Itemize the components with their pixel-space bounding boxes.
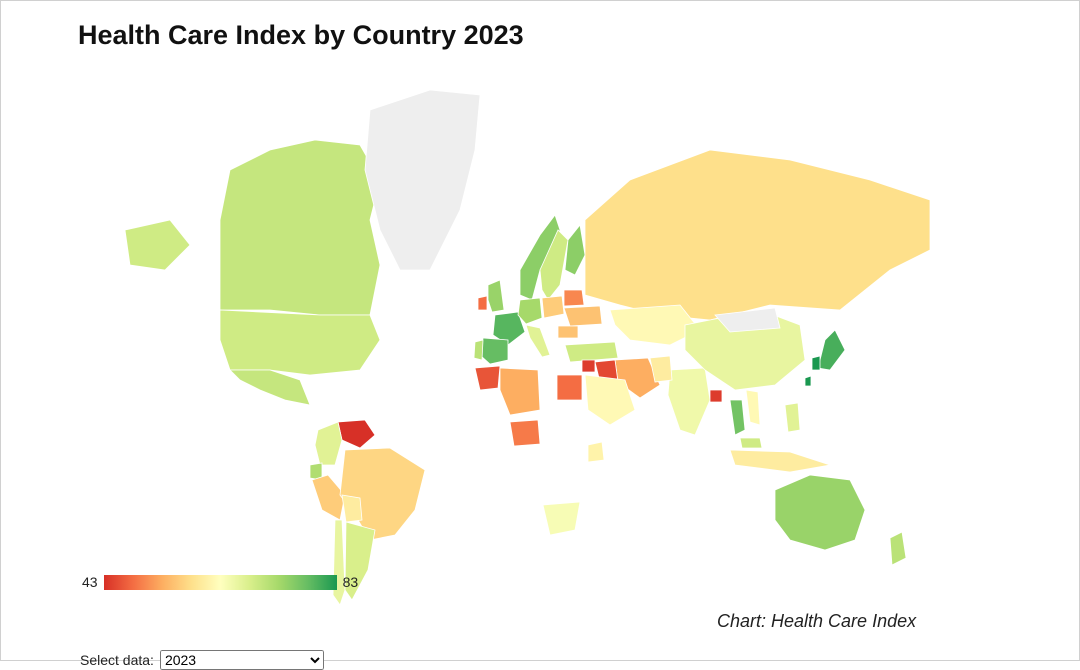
country-greenland[interactable] xyxy=(364,89,481,271)
country-vietnam[interactable] xyxy=(745,389,761,426)
country-saudi-arabia[interactable] xyxy=(584,374,636,426)
legend-min-label: 43 xyxy=(82,574,98,590)
country-italy[interactable] xyxy=(525,324,551,358)
country-united-states[interactable] xyxy=(124,219,381,376)
color-legend: 43 83 xyxy=(82,574,358,590)
country-portugal[interactable] xyxy=(473,339,484,361)
country-colombia[interactable] xyxy=(314,421,343,466)
country-india[interactable] xyxy=(667,367,711,436)
world-map xyxy=(124,89,931,606)
chart-credit: Chart: Health Care Index xyxy=(717,611,917,631)
country-kenya[interactable] xyxy=(587,441,605,463)
country-morocco[interactable] xyxy=(474,365,501,391)
country-syria[interactable] xyxy=(581,359,596,373)
country-russia[interactable] xyxy=(584,149,931,321)
country-romania[interactable] xyxy=(557,325,579,339)
year-select[interactable]: 2023 xyxy=(159,650,324,670)
country-canada[interactable] xyxy=(219,139,381,316)
country-nigeria[interactable] xyxy=(509,419,541,447)
country-sweden[interactable] xyxy=(539,229,569,301)
country-united-kingdom[interactable] xyxy=(487,279,505,313)
country-germany[interactable] xyxy=(517,297,543,325)
country-taiwan[interactable] xyxy=(804,375,812,387)
country-france[interactable] xyxy=(492,311,526,346)
country-thailand[interactable] xyxy=(729,399,746,436)
legend-max-label: 83 xyxy=(342,574,359,590)
country-finland[interactable] xyxy=(564,224,586,276)
country-south-korea[interactable] xyxy=(811,355,821,371)
country-peru[interactable] xyxy=(311,474,346,521)
legend-gradient-bar xyxy=(103,574,337,590)
data-selector: Select data: 2023 xyxy=(80,650,324,670)
country-ukraine[interactable] xyxy=(563,305,603,327)
chart-title: Health Care Index by Country 2023 xyxy=(78,20,524,50)
country-philippines[interactable] xyxy=(784,402,801,433)
country-malaysia[interactable] xyxy=(739,437,763,449)
country-ireland[interactable] xyxy=(477,295,488,311)
country-chile[interactable] xyxy=(332,519,346,606)
country-turkey[interactable] xyxy=(564,341,619,363)
country-new-zealand[interactable] xyxy=(889,531,907,566)
country-algeria[interactable] xyxy=(499,367,541,416)
selector-label: Select data: xyxy=(80,652,154,668)
country-poland[interactable] xyxy=(541,295,565,319)
country-venezuela[interactable] xyxy=(337,419,376,449)
country-south-africa[interactable] xyxy=(542,501,581,536)
country-australia[interactable] xyxy=(774,474,866,551)
country-spain[interactable] xyxy=(479,337,509,365)
country-indonesia[interactable] xyxy=(729,449,831,473)
country-argentina[interactable] xyxy=(344,521,376,601)
country-kazakhstan[interactable] xyxy=(609,304,701,346)
country-japan[interactable] xyxy=(817,329,846,371)
country-mexico[interactable] xyxy=(229,369,311,406)
country-belarus[interactable] xyxy=(563,289,585,307)
country-bolivia[interactable] xyxy=(341,494,363,523)
country-pakistan[interactable] xyxy=(649,355,673,383)
country-egypt[interactable] xyxy=(556,374,583,401)
country-bangladesh[interactable] xyxy=(709,389,723,403)
country-mongolia[interactable] xyxy=(714,307,781,333)
